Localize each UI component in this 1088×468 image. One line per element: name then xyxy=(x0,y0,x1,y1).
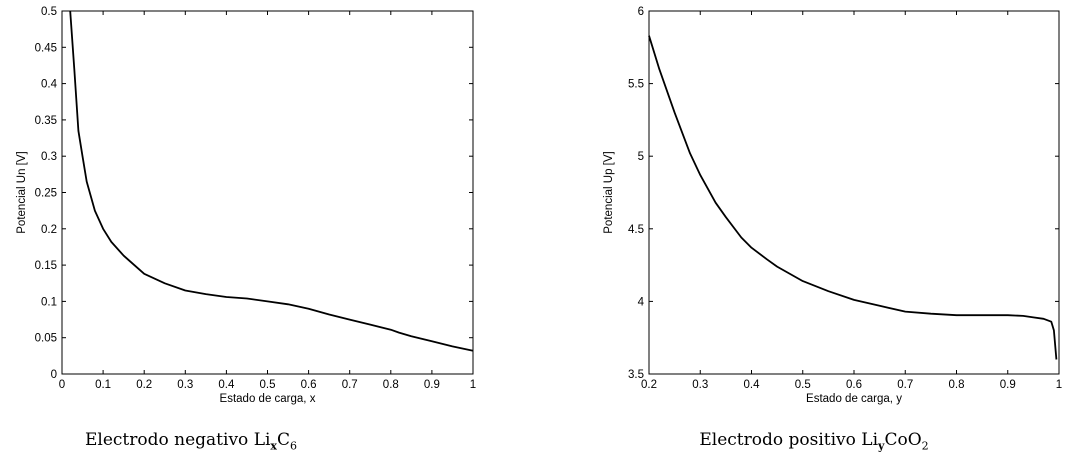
left-xtick-label: 0.4 xyxy=(218,379,235,391)
left-caption-mid: C xyxy=(276,430,290,450)
left-ytick-label: 0.5 xyxy=(41,6,57,18)
left-xtick-label: 0.3 xyxy=(177,379,193,391)
right-series-line xyxy=(648,35,1058,360)
left-plot-frame xyxy=(61,10,474,375)
left-xtick-label: 0 xyxy=(59,379,65,391)
left-xtick-label: 1 xyxy=(470,379,476,391)
left-ytick-label: 0.1 xyxy=(41,296,57,308)
right-x-axis-label: Estado de carga, y xyxy=(806,393,902,405)
left-xtick-label: 0.7 xyxy=(342,379,358,391)
left-series-line xyxy=(69,10,474,352)
left-chart-caption: Electrodo negativo LixC6 xyxy=(85,430,297,452)
right-xtick-label: 0.9 xyxy=(1000,379,1016,391)
left-x-axis-label: Estado de carga, x xyxy=(220,393,316,405)
right-ytick-label: 3.5 xyxy=(628,369,644,381)
left-ytick-label: 0 xyxy=(51,369,57,381)
right-ytick-label: 5.5 xyxy=(628,79,644,91)
left-xtick-label: 0.8 xyxy=(383,379,399,391)
left-xtick-label: 0.5 xyxy=(260,379,276,391)
left-xtick-label: 0.9 xyxy=(424,379,440,391)
left-y-axis-label: Potencial Un [V] xyxy=(16,151,28,233)
left-ytick-label: 0.05 xyxy=(35,333,57,345)
right-chart-caption: Electrodo positivo LiyCoO2 xyxy=(699,430,928,452)
right-xtick-label: 1 xyxy=(1056,379,1062,391)
left-ytick-label: 0.25 xyxy=(35,188,57,200)
right-xtick-label: 0.2 xyxy=(641,379,657,391)
right-xtick-label: 0.3 xyxy=(692,379,708,391)
right-caption-sub2: 2 xyxy=(921,439,929,453)
left-xtick-label: 0.6 xyxy=(301,379,317,391)
left-ytick-label: 0.45 xyxy=(35,42,57,54)
left-ytick-label: 0.3 xyxy=(41,151,57,163)
right-y-axis-label: Potencial Up [V] xyxy=(603,151,615,233)
left-caption-sub1: x xyxy=(270,439,277,453)
left-ytick-label: 0.15 xyxy=(35,260,57,272)
right-caption-sub1: y xyxy=(878,439,885,453)
left-caption-sub2: 6 xyxy=(289,439,297,453)
right-xtick-label: 0.8 xyxy=(949,379,965,391)
right-ytick-label: 5 xyxy=(638,151,644,163)
right-ytick-label: 6 xyxy=(638,6,644,18)
left-xtick-label: 0.2 xyxy=(136,379,152,391)
left-caption-prefix: Electrodo negativo Li xyxy=(85,430,271,450)
left-ytick-label: 0.2 xyxy=(41,224,57,236)
left-xtick-label: 0.1 xyxy=(95,379,111,391)
left-ytick-label: 0.35 xyxy=(35,115,57,127)
right-xtick-label: 0.4 xyxy=(744,379,761,391)
left-ytick-label: 0.4 xyxy=(41,79,58,91)
right-xtick-label: 0.5 xyxy=(795,379,811,391)
right-xtick-label: 0.7 xyxy=(897,379,913,391)
right-caption-mid: CoO xyxy=(884,430,922,450)
right-ytick-label: 4.5 xyxy=(628,224,644,236)
right-caption-prefix: Electrodo positivo Li xyxy=(699,430,879,450)
right-xtick-label: 0.6 xyxy=(846,379,862,391)
right-ytick-label: 4 xyxy=(638,296,645,308)
